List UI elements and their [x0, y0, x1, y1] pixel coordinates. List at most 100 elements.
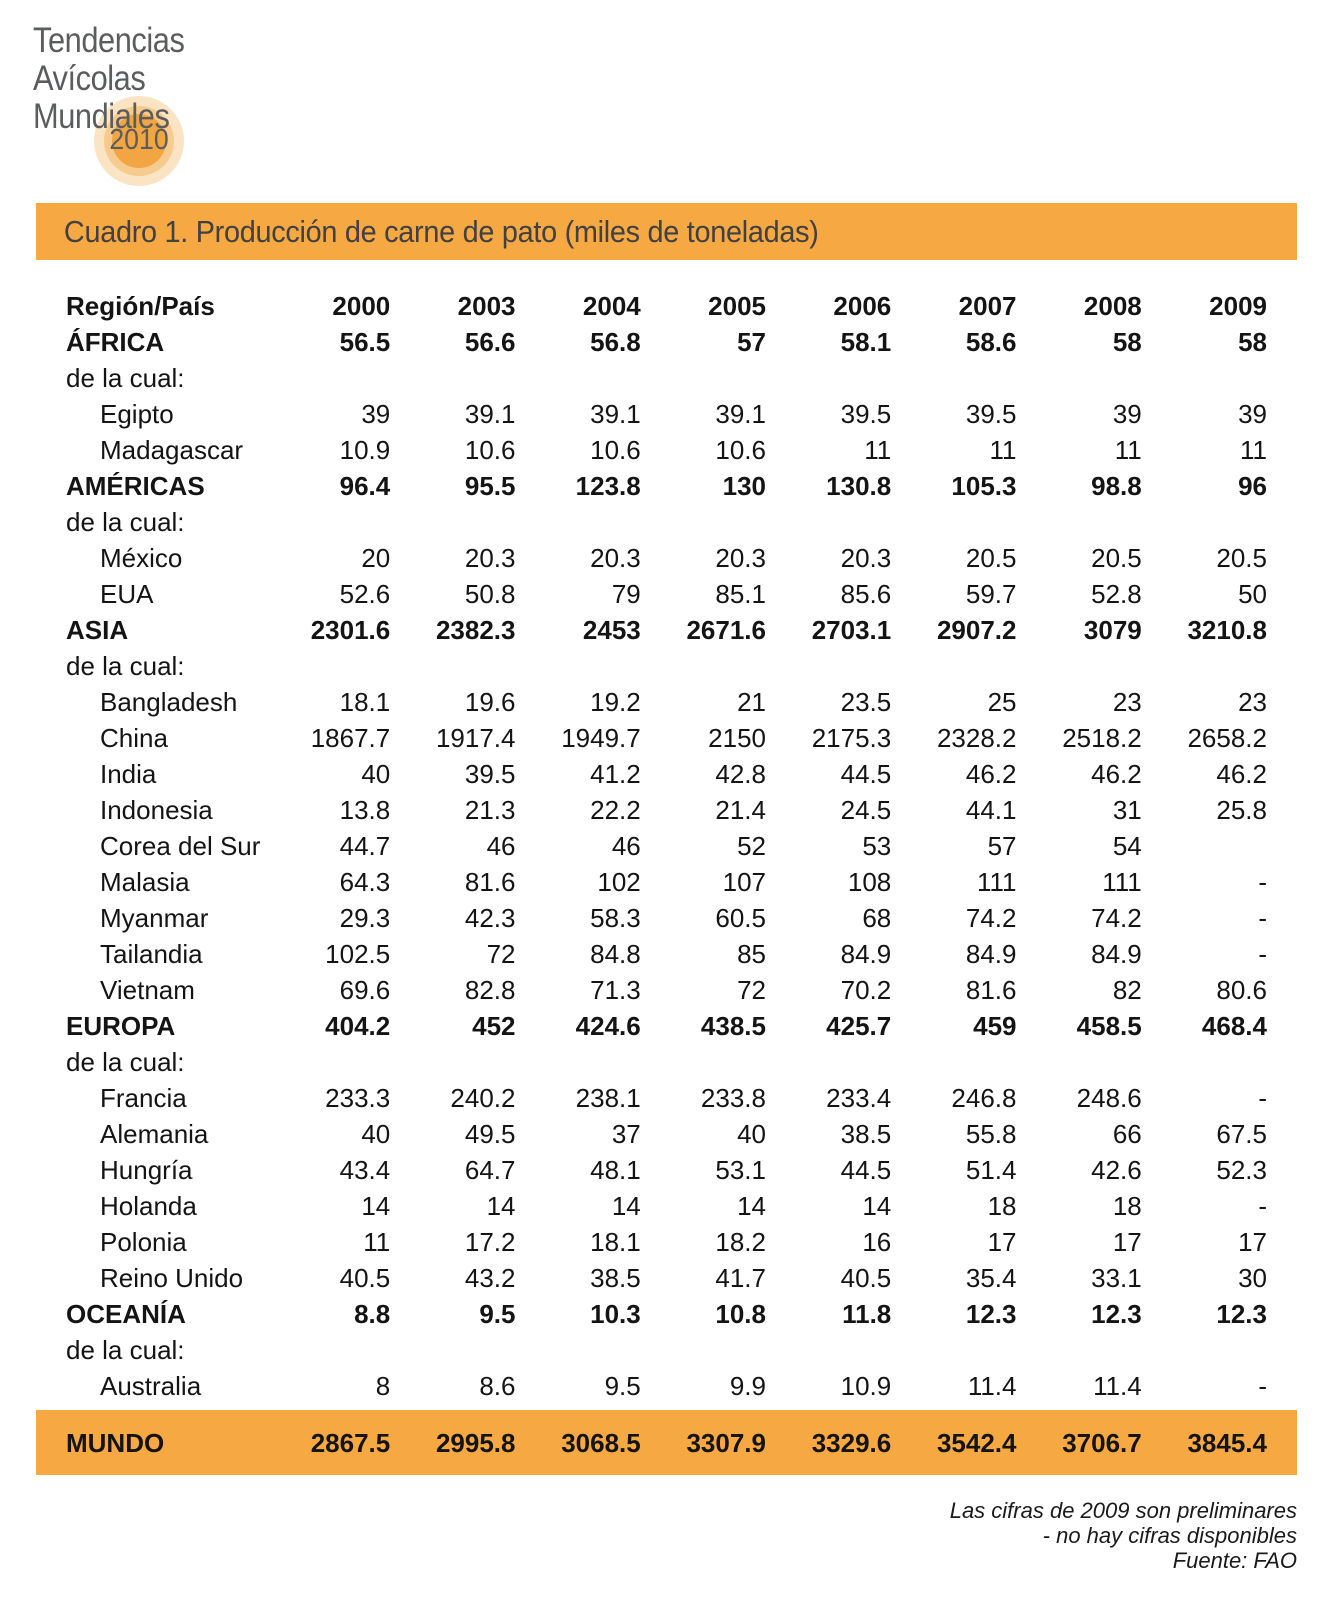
value-cell: 52.3: [1216, 1155, 1267, 1185]
value-cell: 2175.3: [811, 723, 892, 753]
row-label: ASIA: [66, 615, 129, 645]
value-cell: 60.5: [715, 903, 766, 933]
value-cell: 10.6: [590, 435, 641, 465]
column-header-year: 2006: [833, 291, 892, 321]
table-title-bar: Cuadro 1. Producción de carne de pato (m…: [36, 203, 1297, 260]
value-cell: 18: [987, 1191, 1017, 1221]
column-header-year: 2005: [708, 291, 766, 321]
row-label: de la cual:: [66, 1047, 185, 1077]
value-cell: 14: [862, 1191, 892, 1221]
value-cell: 10.6: [715, 435, 766, 465]
table-row: AMÉRICAS 96.4 95.5 123.8 130 130.8 105.3 98.8 96: [66, 468, 1267, 504]
row-label: ÁFRICA: [66, 327, 165, 357]
value-cell: 11: [363, 1227, 391, 1257]
value-cell: 1867.7: [310, 723, 391, 753]
value-cell: 39.5: [464, 759, 516, 789]
value-cell: 14: [486, 1191, 516, 1221]
row-label: Australia: [100, 1371, 202, 1401]
value-cell: 46: [611, 831, 641, 861]
row-label: de la cual:: [66, 363, 185, 393]
value-cell: 59.7: [965, 579, 1017, 609]
table-row: de la cual:: [66, 504, 1267, 540]
value-cell: 52: [737, 831, 766, 861]
table-row: México 20 20.3 20.3 20.3 20.3 20.5 20.5 20.5: [66, 540, 1267, 576]
table-row: Alemania 40 49.5 37 40 38.5 55.8 66 67.5: [66, 1116, 1267, 1152]
world-value-cell: 3845.4: [1187, 1427, 1267, 1458]
world-value-cell: 3329.6: [811, 1427, 892, 1458]
table-row: Tailandia 102.5 72 84.8 85 84.9 84.9 84.9 -: [66, 936, 1267, 972]
value-cell: 20: [361, 543, 391, 573]
value-cell: 111: [1102, 867, 1142, 897]
value-cell: 424.6: [575, 1011, 641, 1041]
value-cell: 12.3: [1091, 1299, 1142, 1329]
table-row: Polonia 11 17.2 18.1 18.2 16 17 17 17: [66, 1224, 1267, 1260]
value-cell: 56.8: [590, 327, 641, 357]
value-cell: 42.3: [464, 903, 516, 933]
value-cell: 43.2: [464, 1263, 516, 1293]
logo-line-2: Avícolas: [33, 59, 146, 98]
value-cell: 20.3: [464, 543, 516, 573]
value-cell: 39.1: [715, 399, 766, 429]
value-cell: 8.8: [354, 1299, 391, 1329]
value-cell: 31: [1112, 795, 1142, 825]
value-cell: 11: [1240, 435, 1267, 465]
value-cell: 2518.2: [1062, 723, 1142, 753]
world-value-cell: 3307.9: [686, 1427, 766, 1458]
table-row: de la cual:: [66, 360, 1267, 396]
value-cell: 2150: [708, 723, 766, 753]
production-table: Región/País 2000 2003 2004 2005 2006 2007 2008 2…: [66, 288, 1267, 1404]
value-cell: 404.2: [325, 1011, 391, 1041]
value-cell: 39: [1238, 399, 1267, 429]
row-label: AMÉRICAS: [66, 471, 205, 501]
row-label: Reino Unido: [100, 1263, 244, 1293]
row-label: de la cual:: [66, 651, 185, 681]
value-cell: 459: [973, 1011, 1017, 1041]
row-label: Alemania: [100, 1119, 209, 1149]
value-cell: 23.5: [840, 687, 892, 717]
row-label: EUROPA: [66, 1011, 176, 1041]
value-cell: 102.5: [325, 939, 391, 969]
value-cell: 2301.6: [310, 615, 391, 645]
table-row: Myanmar 29.3 42.3 58.3 60.5 68 74.2 74.2 -: [66, 900, 1267, 936]
logo-year-badge: 2010: [109, 124, 169, 156]
value-cell: 82: [1112, 975, 1142, 1005]
value-cell: 248.6: [1076, 1083, 1142, 1113]
value-cell: 74.2: [965, 903, 1017, 933]
value-cell: 111: [976, 867, 1017, 897]
value-cell: 58: [1112, 327, 1142, 357]
value-cell: 40.5: [339, 1263, 391, 1293]
value-cell: 42.6: [1091, 1155, 1142, 1185]
value-cell: 233.4: [826, 1083, 892, 1113]
value-cell: 23: [1238, 687, 1267, 717]
value-cell: 40: [361, 1119, 391, 1149]
value-cell: 240.2: [450, 1083, 516, 1113]
value-cell: 30: [1238, 1263, 1267, 1293]
value-cell: 1949.7: [561, 723, 641, 753]
value-cell: 54: [1112, 831, 1142, 861]
value-cell: 2658.2: [1187, 723, 1267, 753]
world-row: MUNDO 2867.5 2995.8 3068.5 3307.9 3329.6 3542…: [66, 1425, 1267, 1461]
value-cell: 2907.2: [936, 615, 1017, 645]
value-cell: 3079: [1083, 615, 1142, 645]
value-cell: 25: [987, 687, 1017, 717]
value-cell: 18.1: [590, 1227, 641, 1257]
value-cell: 64.3: [339, 867, 391, 897]
value-cell: 20.3: [840, 543, 892, 573]
value-cell: 107: [722, 867, 766, 897]
value-cell: 105.3: [951, 471, 1017, 501]
value-cell: 11: [989, 435, 1017, 465]
value-cell: 21.4: [715, 795, 766, 825]
value-cell: 233.8: [700, 1083, 766, 1113]
row-label: Madagascar: [100, 435, 244, 465]
row-label: Malasia: [100, 867, 190, 897]
value-cell: 58.6: [965, 327, 1017, 357]
row-label: EUA: [100, 579, 154, 609]
value-cell: 21.3: [464, 795, 516, 825]
value-cell: 66: [1112, 1119, 1142, 1149]
table-row: Australia 8 8.6 9.5 9.9 10.9 11.4 11.4 -: [66, 1368, 1267, 1404]
value-cell: 2382.3: [435, 615, 516, 645]
table-row: de la cual:: [66, 1044, 1267, 1080]
value-cell: 14: [737, 1191, 766, 1221]
value-cell: 11: [1114, 435, 1142, 465]
